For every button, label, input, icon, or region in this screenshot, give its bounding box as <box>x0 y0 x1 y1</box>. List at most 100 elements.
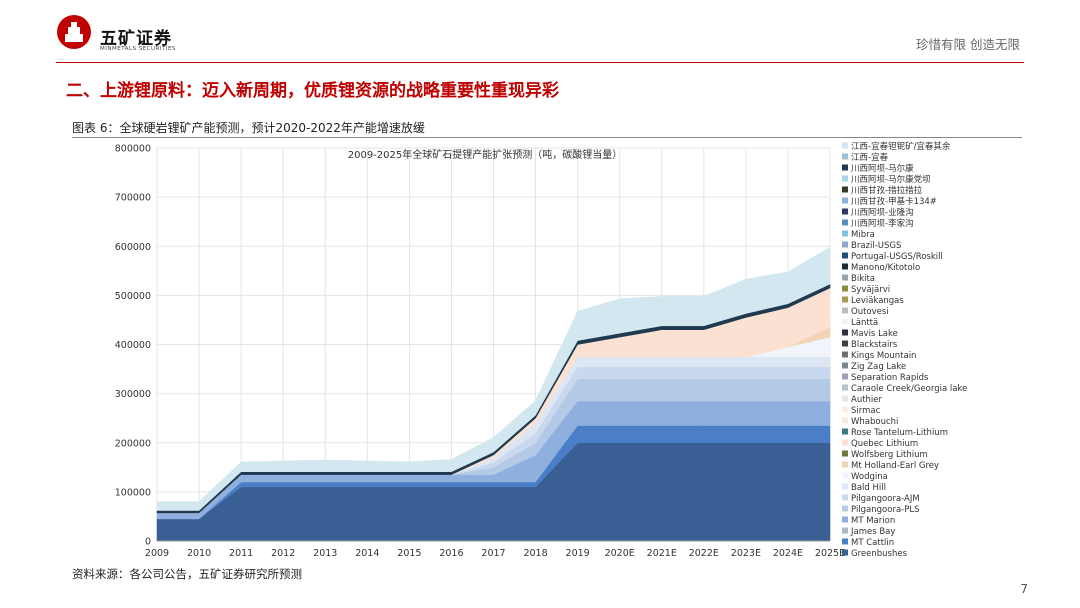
company-name-english: MINMETALS SECURITIES <box>100 46 176 52</box>
legend-label: MT Cattlin <box>851 538 894 548</box>
slide-title: 二、上游锂原料：迈入新周期，优质锂资源的战略重要性重现异彩 <box>66 81 559 101</box>
caption-divider <box>72 137 1022 138</box>
legend-label: Mt Holland-Earl Grey <box>851 461 939 471</box>
x-tick-label: 2010 <box>187 548 211 559</box>
x-tick-label: 2013 <box>313 548 337 559</box>
legend-label: Separation Rapids <box>851 373 929 383</box>
legend-label: Bald Hill <box>851 483 886 493</box>
legend-swatch <box>842 219 848 226</box>
legend-swatch <box>842 384 848 391</box>
legend-swatch <box>842 285 848 292</box>
x-tick-label: 2011 <box>229 548 253 559</box>
x-tick-label: 2025E <box>815 548 845 559</box>
x-tick-label: 2020E <box>605 548 635 559</box>
y-tick-label: 500000 <box>115 291 151 302</box>
x-tick-label: 2012 <box>271 548 295 559</box>
legend-label: Brazil-USGS <box>851 241 901 251</box>
figure-caption: 图表 6：全球硬岩锂矿产能预测，预计2020-2022年产能增速放缓 <box>72 121 425 135</box>
legend-swatch <box>842 417 848 424</box>
legend-swatch <box>842 307 848 314</box>
x-tick-label: 2014 <box>355 548 379 559</box>
legend-swatch <box>842 549 848 556</box>
page-number: 7 <box>1020 582 1028 596</box>
y-tick-label: 300000 <box>115 389 151 400</box>
legend-label: 川西阿坝-马尔康 <box>851 163 914 174</box>
legend-swatch <box>842 230 848 237</box>
legend-label: 江西-宜春钽铌矿/宜春其余 <box>851 141 951 152</box>
chart-title: 2009-2025年全球矿石提锂产能扩张预测（吨，碳酸锂当量） <box>348 148 623 161</box>
legend-label: 川西阿坝-业隆沟 <box>851 207 914 218</box>
legend-swatch <box>842 472 848 479</box>
legend-swatch <box>842 362 848 369</box>
area-series-37 <box>156 246 831 511</box>
legend-swatch <box>842 252 848 259</box>
legend-label: Pilgangoora-AJM <box>851 494 920 504</box>
y-tick-label: 0 <box>145 537 151 548</box>
legend-swatch <box>842 450 848 457</box>
legend-label: Leviäkangas <box>851 296 904 306</box>
legend-label: Sirmac <box>851 406 881 416</box>
legend-swatch <box>842 208 848 215</box>
legend-swatch <box>842 263 848 270</box>
legend-swatch <box>842 296 848 303</box>
y-tick-label: 400000 <box>115 340 151 351</box>
legend-swatch <box>842 186 848 193</box>
legend-swatch <box>842 406 848 413</box>
legend-label: Syväjärvi <box>851 285 890 295</box>
legend-swatch <box>842 527 848 534</box>
legend-label: Authier <box>851 395 883 405</box>
legend-swatch <box>842 153 848 160</box>
source-note: 资料来源：各公司公告，五矿证券研究所预测 <box>72 567 302 581</box>
legend-swatch <box>842 505 848 512</box>
x-tick-label: 2015 <box>397 548 421 559</box>
legend-swatch <box>842 439 848 446</box>
legend-label: Rose Tantelum-Lithium <box>851 428 948 438</box>
legend-label: Wolfsberg Lithium <box>851 450 928 460</box>
legend-swatch <box>842 318 848 325</box>
legend-label: James Bay <box>850 527 895 537</box>
x-tick-label: 2016 <box>439 548 463 559</box>
legend-swatch <box>842 483 848 490</box>
legend-swatch <box>842 340 848 347</box>
legend-label: Bikita <box>851 274 875 284</box>
legend-swatch <box>842 395 848 402</box>
legend-label: Zig Zag Lake <box>851 362 906 372</box>
legend-label: 川西阿坝-马尔康党坝 <box>851 174 931 185</box>
legend-swatch <box>842 164 848 171</box>
legend-label: Quebec Lithium <box>851 439 918 449</box>
x-tick-label: 2021E <box>647 548 677 559</box>
legend-swatch <box>842 516 848 523</box>
x-tick-label: 2023E <box>731 548 761 559</box>
legend-label: 川西甘孜-甲基卡134# <box>851 196 937 207</box>
legend-label: Portugal-USGS/Roskill <box>851 252 943 262</box>
legend-swatch <box>842 142 848 149</box>
legend-swatch <box>842 428 848 435</box>
tagline: 珍惜有限 创造无限 <box>916 37 1020 52</box>
legend-label: Mavis Lake <box>851 329 898 339</box>
legend-label: MT Marion <box>851 516 895 526</box>
y-tick-label: 700000 <box>115 193 151 204</box>
legend-label: Manono/Kitotolo <box>851 263 920 273</box>
legend-label: Kings Mountain <box>851 351 916 361</box>
legend-label: 江西-宜春 <box>851 152 889 163</box>
x-tick-label: 2009 <box>145 548 169 559</box>
legend-swatch <box>842 351 848 358</box>
x-tick-label: 2017 <box>481 548 505 559</box>
x-tick-label: 2018 <box>523 548 547 559</box>
legend-swatch <box>842 373 848 380</box>
y-tick-label: 100000 <box>115 487 151 498</box>
legend-swatch <box>842 274 848 281</box>
legend-label: Wodgina <box>851 472 888 482</box>
legend-label: Blackstairs <box>851 340 898 350</box>
legend-swatch <box>842 175 848 182</box>
header-divider <box>56 62 1024 63</box>
y-tick-label: 200000 <box>115 438 151 449</box>
legend-label: Outovesi <box>851 307 889 317</box>
x-tick-label: 2019 <box>566 548 590 559</box>
legend-swatch <box>842 538 848 545</box>
legend-swatch <box>842 461 848 468</box>
legend-swatch <box>842 329 848 336</box>
legend-label: 川西阿坝-李家沟 <box>851 218 914 229</box>
company-name: 五矿证券 <box>100 29 172 49</box>
